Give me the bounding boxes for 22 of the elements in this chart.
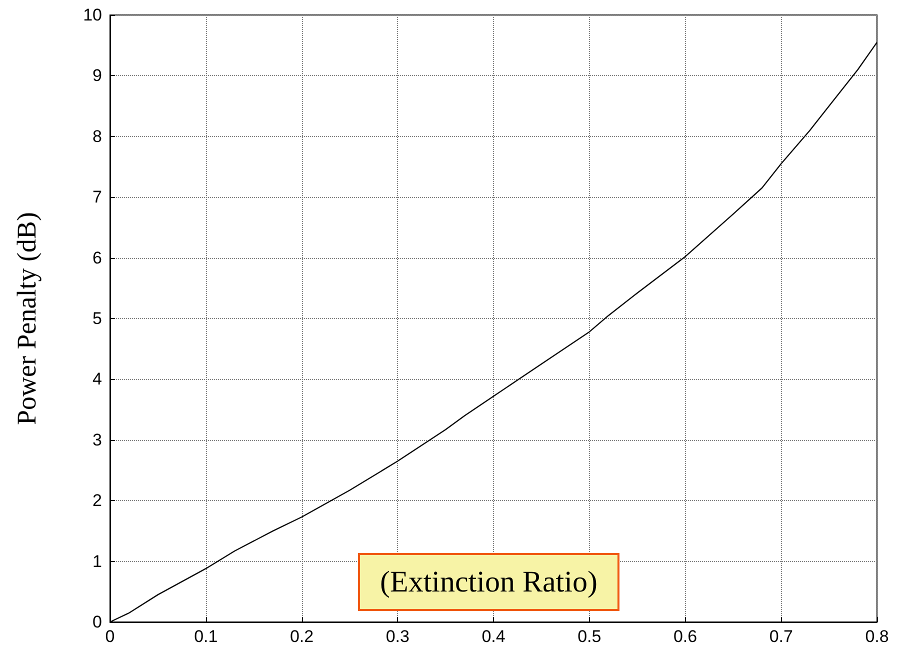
y-tick-label: 8 (92, 126, 102, 146)
y-tick-label: 1 (92, 552, 102, 571)
x-tick-label: 0.4 (482, 627, 506, 646)
y-tick-label: 3 (92, 430, 102, 450)
x-tick-label: 0.5 (578, 627, 602, 646)
x-axis-title: (Extinction Ratio) (380, 566, 598, 598)
x-tick-label: 0.8 (865, 627, 889, 646)
x-tick-label: 0.1 (194, 627, 218, 646)
x-tick-label: 0.2 (290, 627, 314, 646)
y-tick-label: 4 (92, 370, 102, 389)
y-tick-label: 6 (92, 248, 102, 268)
x-tick-label: 0.3 (386, 627, 410, 646)
y-tick-label: 7 (92, 188, 102, 207)
y-tick-label: 5 (92, 309, 102, 328)
y-axis-title: Power Penalty (dB) (12, 212, 42, 425)
y-tick-label: 10 (83, 6, 102, 24)
x-tick-label: 0 (105, 627, 115, 646)
x-tick-label: 0.7 (769, 627, 793, 646)
x-tick-label: 0.6 (673, 627, 698, 646)
y-tick-label: 0 (92, 612, 102, 632)
y-tick-label: 2 (92, 491, 102, 510)
y-tick-label: 9 (92, 66, 102, 86)
